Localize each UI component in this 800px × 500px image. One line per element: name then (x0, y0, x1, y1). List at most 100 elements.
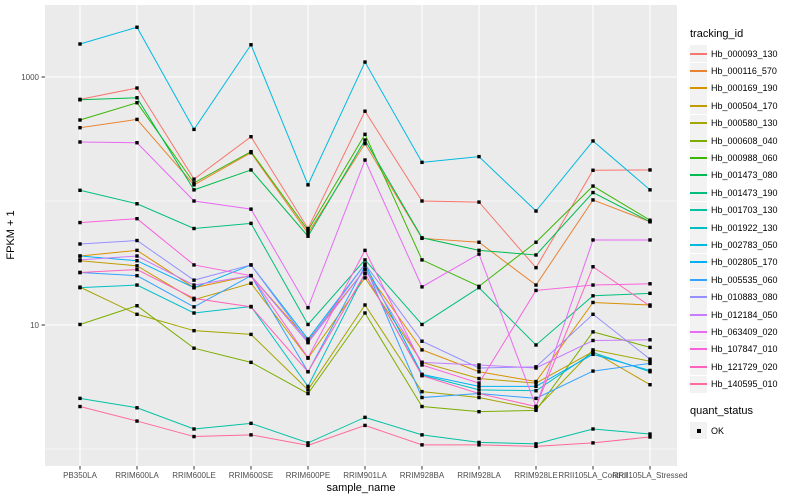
legend-item-label: Hb_005535_060 (711, 274, 778, 285)
data-point (363, 132, 367, 137)
line-swatch-icon (690, 139, 707, 142)
legend-item-Hb_121729_020: Hb_121729_020 (690, 358, 798, 376)
data-point (363, 276, 367, 280)
data-point (648, 357, 652, 361)
x-tick-label: RRIM928BA (400, 471, 445, 480)
legend-key-box (690, 97, 707, 115)
data-point (192, 283, 196, 287)
legend-item-Hb_001473_190: Hb_001473_190 (690, 184, 798, 202)
data-point (477, 376, 481, 381)
data-point (135, 264, 139, 268)
data-point (591, 350, 595, 355)
legend-item-label: Hb_012184_050 (711, 309, 778, 320)
data-point (534, 366, 538, 370)
data-point (477, 366, 481, 370)
legend-item-label: Hb_000504_170 (711, 100, 778, 111)
legend-key-box (690, 422, 707, 439)
data-point (591, 427, 595, 431)
data-point (534, 240, 538, 244)
data-point (135, 267, 139, 272)
data-point (78, 188, 82, 192)
data-point (192, 188, 196, 192)
legend-item-label: Hb_000988_060 (711, 153, 778, 164)
legend-key-box (690, 132, 707, 150)
legend-item-Hb_000988_060: Hb_000988_060 (690, 149, 798, 167)
data-point (192, 181, 196, 185)
x-tick-label: RRII105LA_Control (558, 471, 628, 480)
line-swatch-icon (690, 70, 707, 73)
line-swatch-icon (690, 243, 707, 246)
legend-item-label: Hb_063409_020 (711, 326, 778, 337)
line-swatch-icon (690, 52, 707, 55)
data-point (135, 304, 139, 308)
legend-item-label: OK (711, 425, 725, 436)
data-point (192, 434, 196, 439)
data-point (648, 361, 652, 366)
legend-item-Hb_140595_010: Hb_140595_010 (690, 375, 798, 393)
legend-key-box (690, 375, 707, 393)
data-point (363, 109, 367, 113)
data-point (591, 294, 595, 298)
data-point (192, 183, 196, 187)
data-point (420, 258, 424, 262)
data-point (249, 421, 253, 426)
data-point (420, 348, 424, 352)
plot-panel (45, 5, 677, 466)
data-point (477, 443, 481, 447)
data-point (591, 441, 595, 445)
legend-key-box (690, 236, 707, 254)
data-point (78, 396, 82, 401)
data-point (192, 177, 196, 181)
x-tick-label: RRIM600LA (115, 471, 159, 480)
data-point (420, 322, 424, 327)
data-point (306, 231, 310, 235)
data-point (363, 423, 367, 428)
data-point (534, 253, 538, 257)
data-point (420, 395, 424, 400)
data-point (135, 254, 139, 258)
data-point (363, 264, 367, 268)
data-point (135, 283, 139, 287)
data-point (249, 360, 253, 365)
data-point (135, 25, 139, 29)
data-point (135, 406, 139, 410)
line-swatch-icon (690, 122, 707, 125)
data-point (363, 158, 367, 162)
data-point (534, 444, 538, 449)
legend-item-label: Hb_107847_010 (711, 344, 778, 355)
data-point (477, 363, 481, 367)
data-point (78, 242, 82, 246)
data-point (249, 332, 253, 337)
data-point (249, 168, 253, 172)
data-point (477, 252, 481, 256)
legend-key-box (690, 62, 707, 80)
data-point (648, 188, 652, 192)
legend-item-Hb_000169_190: Hb_000169_190 (690, 79, 798, 97)
line-swatch-icon (690, 313, 707, 316)
data-point (78, 140, 82, 144)
data-point (192, 346, 196, 350)
legend-key-box (690, 45, 707, 63)
data-point (534, 408, 538, 413)
data-point (534, 442, 538, 446)
data-point (648, 338, 652, 342)
legend-item-label: Hb_000580_130 (711, 118, 778, 129)
line-swatch-icon (690, 348, 707, 351)
line-swatch-icon (690, 383, 707, 386)
data-point (306, 305, 310, 310)
data-point (420, 160, 424, 165)
data-point (591, 168, 595, 172)
data-point (591, 238, 595, 242)
y-axis-title: FPKM + 1 (5, 210, 17, 259)
data-point (648, 282, 652, 286)
legend-item-Hb_012184_050: Hb_012184_050 (690, 306, 798, 324)
legend-key-box (690, 271, 707, 289)
data-point (648, 435, 652, 439)
legend-key-box (690, 219, 707, 237)
legend-panel: tracking_id Hb_000093_130 Hb_000116_570 Hb… (690, 28, 798, 439)
data-point (135, 419, 139, 423)
point-swatch-icon (696, 428, 701, 433)
data-point (420, 199, 424, 203)
legend-title-tracking-id: tracking_id (690, 28, 744, 40)
data-point (648, 238, 652, 242)
